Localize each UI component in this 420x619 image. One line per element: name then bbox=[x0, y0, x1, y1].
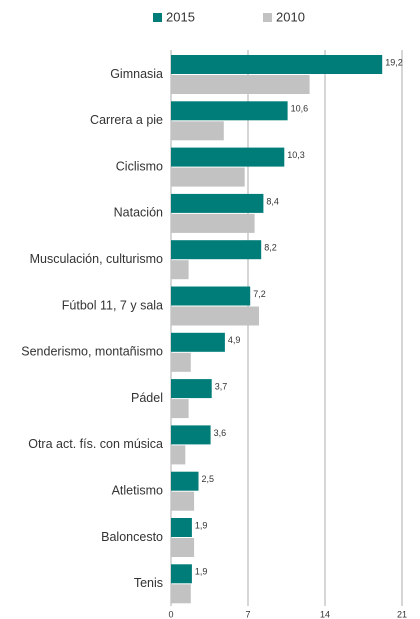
category-label: Ciclismo bbox=[116, 159, 163, 173]
bar bbox=[171, 167, 245, 187]
bar bbox=[171, 491, 195, 511]
bar bbox=[171, 518, 192, 537]
value-label: 3,6 bbox=[214, 428, 227, 438]
bar bbox=[171, 425, 211, 445]
bar bbox=[171, 260, 189, 280]
bar bbox=[171, 445, 186, 465]
legend-label: 2015 bbox=[166, 9, 195, 24]
category-label: Pádel bbox=[131, 391, 163, 405]
value-label: 3,7 bbox=[215, 381, 228, 391]
category-label: Carrera a pie bbox=[90, 113, 163, 127]
category-label: Senderismo, montañismo bbox=[21, 345, 163, 359]
value-label: 8,2 bbox=[264, 243, 277, 253]
value-label: 10,6 bbox=[291, 104, 309, 114]
x-tick-label: 7 bbox=[245, 609, 250, 619]
category-label: Atletismo bbox=[112, 483, 163, 497]
bar bbox=[171, 213, 255, 233]
category-label: Musculación, culturismo bbox=[30, 252, 163, 266]
bar bbox=[171, 55, 383, 74]
bar bbox=[171, 471, 199, 491]
bar bbox=[171, 240, 262, 260]
category-label: Natación bbox=[114, 206, 163, 220]
bar bbox=[171, 352, 191, 372]
x-tick-label: 21 bbox=[397, 609, 407, 619]
bar bbox=[171, 332, 225, 352]
value-label: 2,5 bbox=[202, 474, 215, 484]
value-label: 19,2 bbox=[385, 57, 403, 67]
value-label: 8,4 bbox=[266, 196, 279, 206]
bar bbox=[171, 379, 212, 399]
bar bbox=[171, 101, 288, 121]
bar bbox=[171, 399, 189, 419]
category-label: Gimnasia bbox=[110, 67, 163, 81]
category-label: Baloncesto bbox=[101, 530, 163, 544]
bar bbox=[171, 193, 264, 213]
bar bbox=[171, 584, 191, 604]
category-label: Fútbol 11, 7 y sala bbox=[62, 298, 163, 312]
value-label: 7,2 bbox=[253, 289, 266, 299]
value-label: 1,9 bbox=[195, 520, 208, 530]
x-tick-label: 0 bbox=[168, 609, 173, 619]
bar bbox=[171, 564, 192, 584]
value-label: 1,9 bbox=[195, 567, 208, 577]
value-label: 10,3 bbox=[287, 150, 305, 160]
value-label: 4,9 bbox=[228, 335, 241, 345]
category-label: Otra act. fís. con música bbox=[28, 437, 163, 451]
legend-swatch bbox=[153, 13, 162, 22]
bar bbox=[171, 286, 251, 306]
x-tick-label: 14 bbox=[320, 609, 330, 619]
bar bbox=[171, 147, 285, 167]
bar bbox=[171, 121, 224, 141]
legend-swatch bbox=[263, 13, 272, 22]
bar bbox=[171, 306, 259, 326]
bar bbox=[171, 75, 310, 94]
legend-label: 2010 bbox=[276, 9, 305, 24]
category-label: Tenis bbox=[134, 576, 163, 590]
bar bbox=[171, 538, 195, 557]
